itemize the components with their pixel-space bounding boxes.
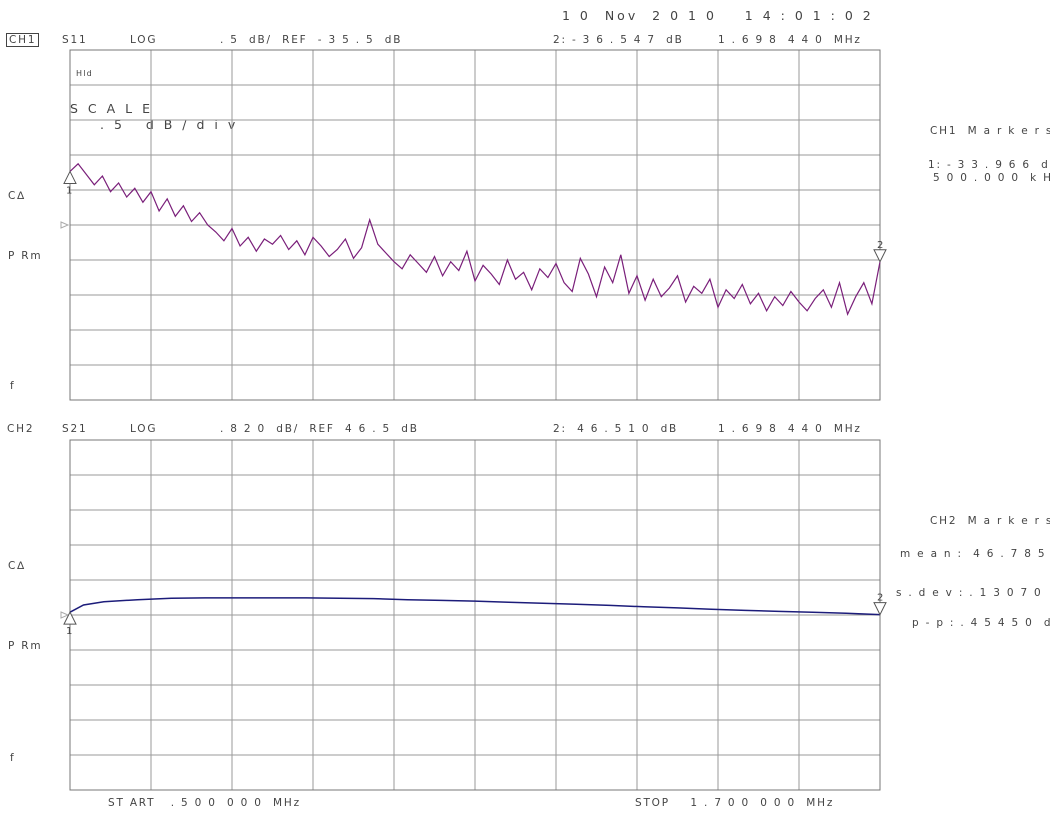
ch1-channel-label[interactable]: CH1 xyxy=(6,33,40,47)
datetime: 1 0 Nov 2 0 1 0 1 4 : 0 1 : 0 2 xyxy=(562,8,874,23)
ch2-s21-trace xyxy=(69,597,881,616)
ch1-scale-title: S C A L E xyxy=(70,101,153,116)
marker-2-label: 2 xyxy=(877,240,883,251)
ref-level-arrow xyxy=(60,611,70,619)
ch1-label-f: f xyxy=(10,380,16,392)
ch1-label-ca: C∆ xyxy=(8,190,26,202)
ch1-markers-title: CH1 M a r k e r s xyxy=(930,125,1050,137)
marker-1-label: 1 xyxy=(66,185,72,196)
ch1-format: LOG xyxy=(130,34,158,46)
marker-2-label: 2 xyxy=(877,593,883,604)
ch2-markers-title: CH2 M a r k e r s xyxy=(930,515,1050,527)
ch2-marker-readout-freq: 1 . 6 9 8 4 4 0 MHz xyxy=(718,423,862,435)
marker-2-triangle xyxy=(873,602,887,616)
ch2-grid xyxy=(70,440,880,790)
ch1-marker-readout-freq: 1 . 6 9 8 4 4 0 MHz xyxy=(718,34,862,46)
ch1-s11-trace xyxy=(69,162,881,316)
ch1-corner-mark: Hld xyxy=(76,69,93,78)
ch1-marker-readout-value: 2: - 3 6 . 5 4 7 dB xyxy=(553,34,684,46)
ch2-format: LOG xyxy=(130,423,158,435)
ch1-param: S11 xyxy=(62,34,88,46)
ch2-marker-readout-value: 2: 4 6 . 5 1 0 dB xyxy=(553,423,679,435)
ch1-markers: 12 xyxy=(60,170,887,263)
ch2-label-f: f xyxy=(10,752,16,764)
start-frequency: ST ART . 5 0 0 0 0 0 MHz xyxy=(108,797,301,809)
marker-1-label: 1 xyxy=(66,626,72,637)
stop-frequency: STOP 1 . 7 0 0 0 0 0 MHz xyxy=(635,797,835,809)
ch2-pp: p - p : . 4 5 4 5 0 dB xyxy=(912,617,1050,629)
ch2-sdev: s . d e v : . 1 3 0 7 0 dB xyxy=(896,587,1043,599)
ch2-label-prm: P Rm xyxy=(8,640,43,652)
ref-level-arrow xyxy=(60,221,70,229)
marker-1-triangle xyxy=(63,170,77,184)
ch1-plot-frame xyxy=(69,49,881,401)
ch1-label-prm: P Rm xyxy=(8,250,43,262)
marker-1-triangle xyxy=(63,611,77,625)
ch2-param: S21 xyxy=(62,423,88,435)
ch2-scale-ref: . 8 2 0 dB/ REF 4 6 . 5 dB xyxy=(220,423,419,435)
ch1-scale-ref: . 5 dB/ REF - 3 5 . 5 dB xyxy=(220,34,403,46)
ch1-marker1-value: 1: - 3 3 . 9 6 6 dB xyxy=(928,159,1050,171)
ch1-grid xyxy=(70,50,880,400)
marker-2-triangle xyxy=(873,249,887,263)
ch2-mean: m e a n : 4 6 . 7 8 5 dB xyxy=(900,548,1047,560)
ch2-markers: 12 xyxy=(60,593,887,637)
ch2-label-ca: C∆ xyxy=(8,560,26,572)
ch2-channel-label[interactable]: CH2 xyxy=(7,423,35,435)
ch1-marker1-freq: 5 0 0 . 0 0 0 k Hz xyxy=(933,172,1050,184)
